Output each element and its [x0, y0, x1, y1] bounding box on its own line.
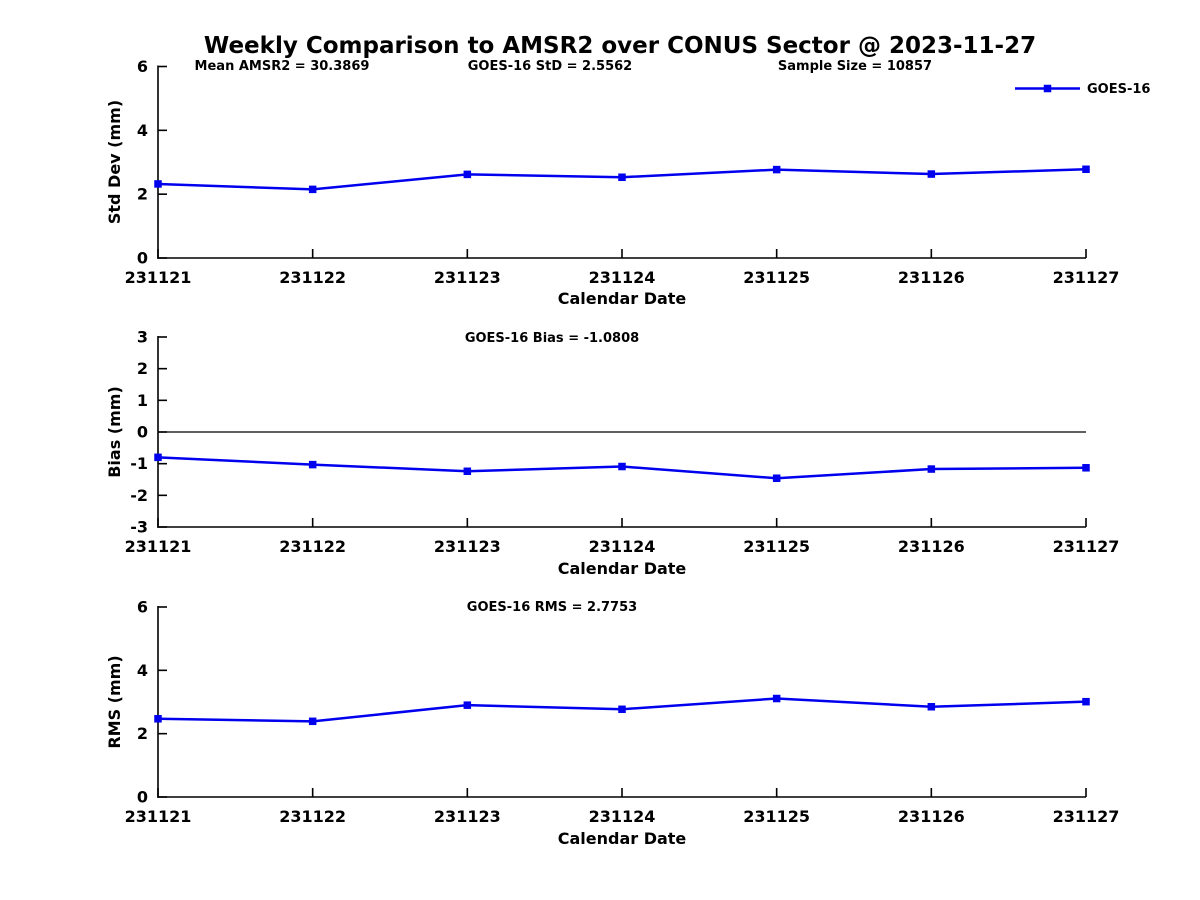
series-marker: [463, 170, 472, 179]
x-tick-label: 231122: [279, 537, 346, 556]
y-tick-label: -3: [130, 518, 148, 537]
x-tick-label: 231126: [898, 268, 965, 287]
series-marker: [463, 467, 472, 476]
x-tick-label: 231127: [1053, 268, 1120, 287]
x-tick-label: 231126: [898, 807, 965, 826]
y-tick-label: 6: [137, 57, 148, 76]
chart-title: Weekly Comparison to AMSR2 over CONUS Se…: [204, 33, 1036, 59]
x-tick-label: 231127: [1053, 537, 1120, 556]
y-tick-label: 0: [137, 249, 148, 268]
ylabel-stddev: Std Dev (mm): [105, 100, 124, 224]
x-tick-label: 231121: [125, 807, 192, 826]
annotation-goes16-std: GOES-16 StD = 2.5562: [468, 59, 632, 74]
annotation-sample-size: Sample Size = 10857: [778, 59, 932, 74]
x-tick-label: 231125: [743, 807, 810, 826]
series-marker: [1082, 165, 1090, 174]
x-tick-label: 231122: [279, 807, 346, 826]
xlabel-calendar-date-2: Calendar Date: [558, 559, 687, 578]
x-tick-label: 231123: [434, 268, 501, 287]
series-marker: [1082, 697, 1090, 706]
x-tick-label: 231123: [434, 537, 501, 556]
series-marker: [618, 705, 626, 714]
y-tick-label: -2: [130, 486, 148, 505]
ylabel-bias: Bias (mm): [105, 386, 124, 478]
x-tick-label: 231124: [589, 537, 656, 556]
y-tick-label: 4: [137, 661, 148, 680]
series-marker: [154, 453, 162, 462]
plots-group: 0 2 4 6 231121 231122 231123 231124 231125 231126…: [125, 57, 1120, 826]
series-marker: [772, 474, 781, 482]
x-tick-label: 231123: [434, 807, 501, 826]
y-tick-label: -1: [130, 454, 148, 473]
x-tick-label: 231121: [125, 537, 192, 556]
y-tick-label: 2: [137, 185, 148, 204]
legend-label: GOES-16: [1087, 82, 1150, 97]
series-marker: [1082, 464, 1090, 472]
x-tick-label: 231121: [125, 268, 192, 287]
series-marker: [772, 694, 781, 703]
xlabel-calendar-date-3: Calendar Date: [558, 829, 687, 848]
annotation-goes16-bias: GOES-16 Bias = -1.0808: [465, 331, 639, 346]
series-marker: [308, 460, 317, 469]
y-tick-label: 2: [137, 359, 148, 378]
x-tick-label: 231126: [898, 537, 965, 556]
series-marker: [308, 185, 317, 194]
series-marker: [618, 462, 626, 471]
annotation-goes16-rms: GOES-16 RMS = 2.7753: [467, 600, 637, 615]
y-tick-label: 0: [137, 788, 148, 807]
series-marker: [463, 701, 472, 709]
y-tick-label: 3: [137, 328, 148, 347]
x-tick-label: 231124: [589, 807, 656, 826]
series-marker: [308, 717, 317, 726]
y-tick-label: 1: [137, 391, 148, 410]
series-marker: [618, 173, 626, 182]
legend: GOES-16: [1015, 82, 1150, 97]
annotation-mean-amsr2: Mean AMSR2 = 30.3869: [195, 59, 370, 74]
legend-marker-icon: [1043, 84, 1052, 93]
series-marker: [154, 715, 162, 723]
y-tick-label: 4: [137, 121, 148, 140]
y-tick-label: 0: [137, 423, 148, 442]
y-tick-label: 6: [137, 598, 148, 617]
series-marker: [154, 180, 162, 188]
ylabel-rms: RMS (mm): [105, 655, 124, 748]
x-tick-label: 231122: [279, 268, 346, 287]
series-marker: [927, 170, 936, 178]
series-marker: [927, 465, 936, 473]
series-marker: [927, 703, 936, 711]
y-tick-label: 2: [137, 724, 148, 743]
series-marker: [772, 165, 781, 174]
xlabel-calendar-date-1: Calendar Date: [558, 289, 687, 308]
x-tick-label: 231124: [589, 268, 656, 287]
x-tick-label: 231127: [1053, 807, 1120, 826]
x-tick-label: 231125: [743, 537, 810, 556]
x-tick-label: 231125: [743, 268, 810, 287]
